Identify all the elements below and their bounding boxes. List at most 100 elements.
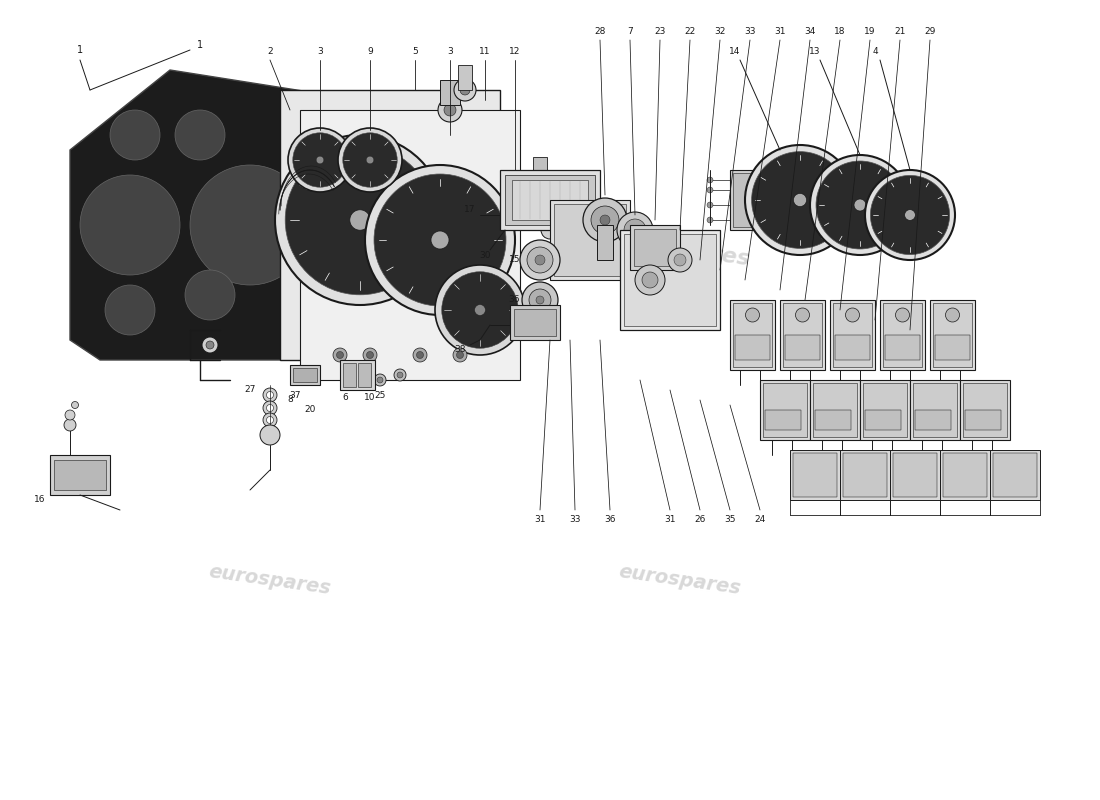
Bar [290, 365, 320, 385]
Circle shape [64, 419, 76, 431]
Bar [913, 383, 957, 437]
Circle shape [190, 165, 310, 285]
Circle shape [453, 348, 468, 362]
Bar [864, 383, 907, 437]
Circle shape [350, 210, 371, 230]
Text: 13: 13 [810, 47, 821, 57]
Circle shape [358, 372, 363, 378]
Bar [860, 380, 910, 440]
Circle shape [288, 128, 352, 192]
Circle shape [904, 210, 915, 220]
Bar [543, 207, 557, 225]
Bar [733, 173, 767, 227]
Bar [935, 335, 970, 360]
Polygon shape [70, 70, 360, 360]
Circle shape [337, 351, 343, 358]
Bar [833, 303, 872, 367]
Circle shape [474, 305, 485, 315]
Circle shape [624, 219, 646, 241]
Bar [910, 380, 960, 440]
Text: 21: 21 [894, 26, 905, 35]
Text: 23: 23 [654, 26, 666, 35]
Text: 32: 32 [714, 26, 726, 35]
Circle shape [795, 308, 810, 322]
Circle shape [707, 217, 713, 223]
Bar [512, 180, 588, 220]
Circle shape [583, 198, 627, 242]
Polygon shape [300, 110, 520, 380]
Circle shape [522, 282, 558, 318]
Circle shape [374, 374, 386, 386]
Circle shape [600, 215, 610, 225]
Circle shape [846, 308, 859, 322]
Bar [965, 410, 1001, 430]
Circle shape [674, 254, 686, 266]
Text: 27: 27 [244, 386, 255, 394]
Bar [933, 303, 972, 367]
Bar [783, 303, 822, 367]
Circle shape [854, 199, 866, 211]
Text: 34: 34 [804, 26, 816, 35]
Circle shape [895, 308, 910, 322]
Bar [764, 410, 801, 430]
Text: 1: 1 [77, 45, 84, 55]
Text: eurospares: eurospares [199, 230, 341, 270]
Bar [815, 410, 851, 430]
Text: 6: 6 [342, 394, 348, 402]
Circle shape [202, 337, 218, 353]
Circle shape [946, 308, 959, 322]
Circle shape [456, 351, 463, 358]
Circle shape [810, 155, 910, 255]
Circle shape [175, 110, 226, 160]
Circle shape [293, 133, 348, 187]
Bar [830, 300, 874, 370]
Bar [890, 450, 940, 500]
Circle shape [366, 156, 374, 164]
Text: eurospares: eurospares [609, 230, 751, 270]
Circle shape [541, 221, 559, 239]
Bar [865, 410, 901, 430]
Bar [733, 303, 772, 367]
Bar [962, 383, 1006, 437]
Bar [634, 229, 676, 266]
Bar [763, 383, 807, 437]
Bar [624, 234, 716, 326]
Text: 37: 37 [289, 390, 300, 399]
Circle shape [72, 402, 78, 409]
Circle shape [266, 405, 274, 411]
Circle shape [417, 351, 424, 358]
Bar [780, 300, 825, 370]
Text: 14: 14 [729, 47, 740, 57]
Text: 5: 5 [412, 47, 418, 57]
Bar [628, 235, 642, 265]
Bar [886, 335, 920, 360]
Text: 26: 26 [694, 514, 706, 523]
Bar [630, 225, 680, 270]
Bar [730, 170, 770, 230]
Circle shape [285, 146, 435, 295]
Circle shape [363, 348, 377, 362]
Circle shape [870, 175, 949, 254]
Bar [810, 380, 860, 440]
Circle shape [316, 156, 323, 164]
Text: 8: 8 [287, 395, 293, 405]
Circle shape [668, 248, 692, 272]
Circle shape [444, 104, 456, 116]
Text: 12: 12 [509, 47, 520, 57]
Circle shape [354, 369, 366, 381]
Text: 17: 17 [463, 206, 475, 214]
Text: eurospares: eurospares [208, 562, 332, 598]
Circle shape [746, 308, 759, 322]
Bar [597, 225, 613, 260]
Circle shape [263, 401, 277, 415]
Bar [990, 450, 1040, 500]
Bar [893, 453, 937, 497]
Text: 29: 29 [924, 26, 936, 35]
Circle shape [374, 174, 506, 306]
Bar [930, 300, 975, 370]
Bar [500, 170, 600, 230]
Circle shape [530, 170, 550, 190]
Circle shape [343, 133, 397, 187]
Circle shape [520, 240, 560, 280]
Text: 22: 22 [684, 26, 695, 35]
